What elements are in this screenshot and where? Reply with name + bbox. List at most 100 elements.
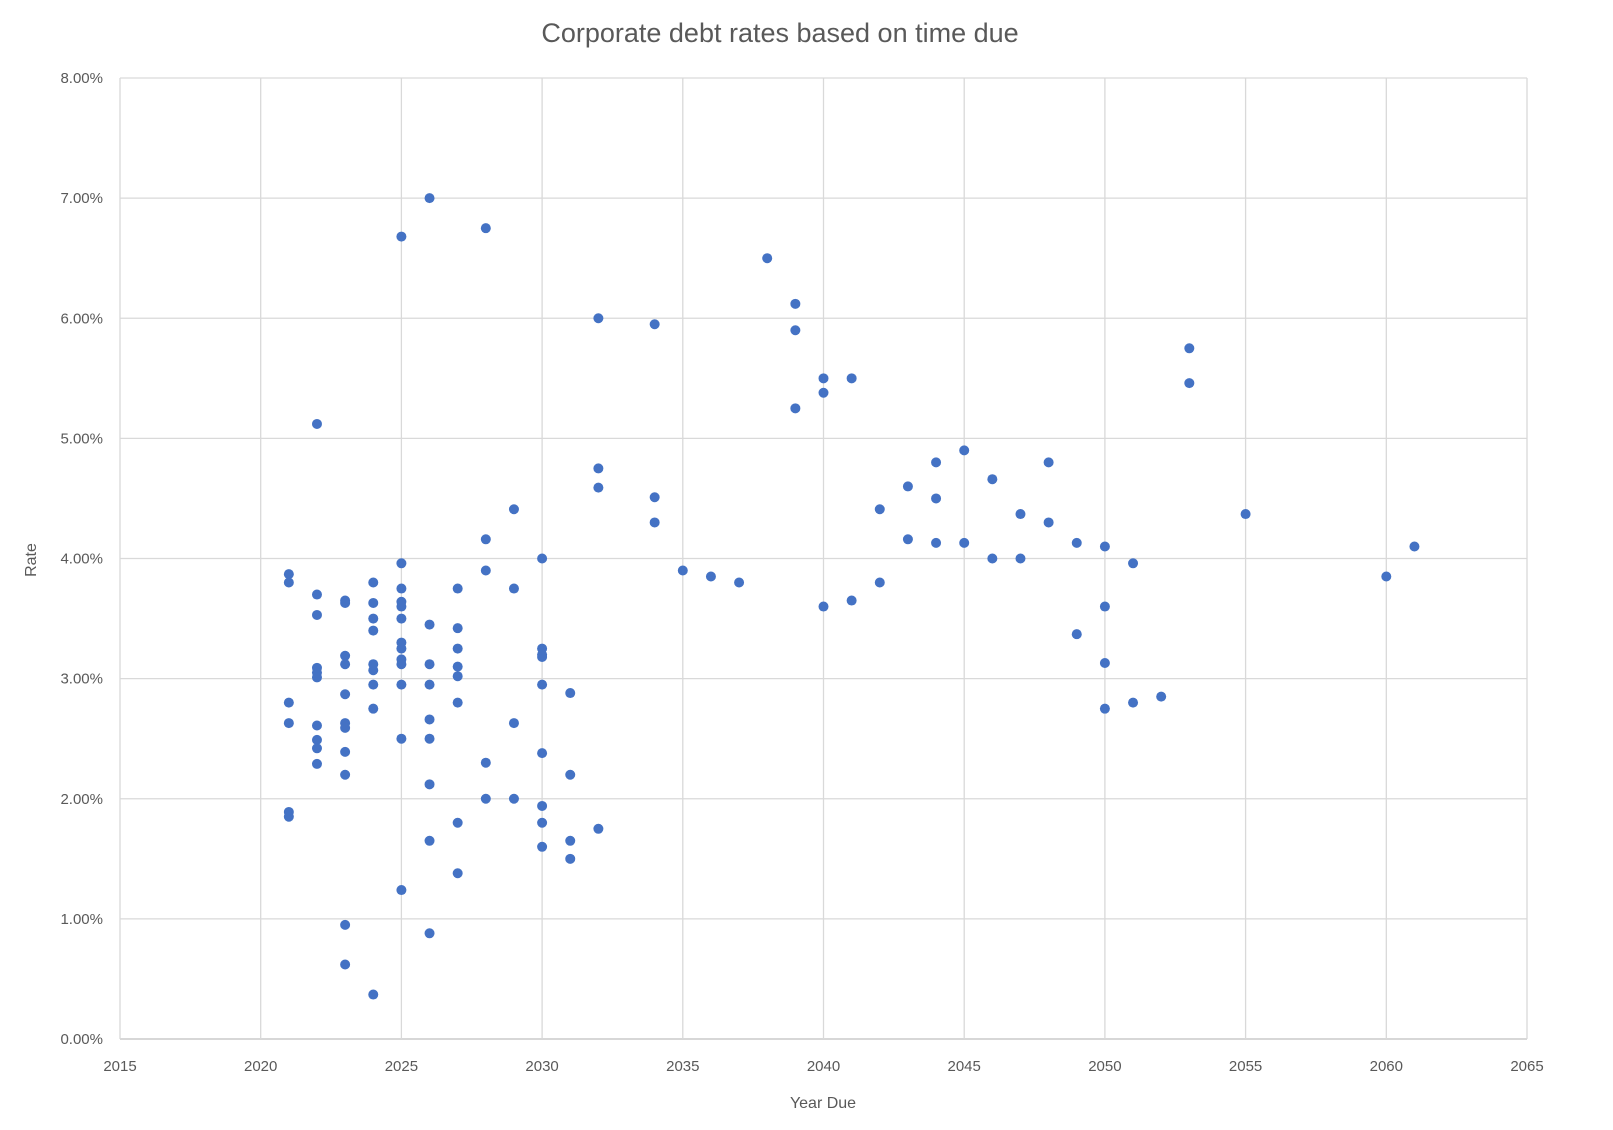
y-tick-label: 4.00% [60,551,103,568]
data-point [1071,629,1082,640]
data-point [396,231,407,242]
data-point [283,569,294,580]
x-tick-label: 2030 [525,1058,558,1075]
data-point [537,652,548,663]
data-point [340,689,351,700]
y-tick-label: 0.00% [60,1031,103,1048]
data-point [340,746,351,757]
data-point [1015,509,1026,520]
data-point [565,688,576,699]
data-point [790,298,801,309]
data-point [846,373,857,384]
data-point [959,537,970,548]
data-point [1128,697,1139,708]
data-point [424,733,435,744]
data-point [452,817,463,828]
data-point [1184,378,1195,389]
data-point [931,537,942,548]
data-point [902,534,913,545]
data-point [677,565,688,576]
data-point [368,665,379,676]
y-tick-label: 5.00% [60,430,103,447]
data-point [368,679,379,690]
data-point [480,757,491,768]
data-point [734,577,745,588]
data-point [396,643,407,654]
data-point [340,919,351,930]
x-tick-label: 2055 [1229,1058,1262,1075]
data-point [424,714,435,725]
data-point [340,597,351,608]
data-point [396,613,407,624]
data-point [283,697,294,708]
data-point [311,720,322,731]
data-point [565,835,576,846]
data-point [537,800,548,811]
x-tick-label: 2065 [1510,1058,1543,1075]
data-point [1043,517,1054,528]
data-point [1099,703,1110,714]
data-point [340,722,351,733]
y-tick-label: 2.00% [60,791,103,808]
data-point [283,577,294,588]
data-point [396,558,407,569]
x-tick-label: 2015 [103,1058,136,1075]
data-point [452,643,463,654]
data-point [537,817,548,828]
data-point [368,597,379,608]
data-point [283,718,294,729]
data-point [424,679,435,690]
data-point [311,609,322,620]
data-point [649,319,660,330]
data-point [649,517,660,528]
data-point [311,743,322,754]
data-point [480,534,491,545]
data-point [931,493,942,504]
data-point [565,853,576,864]
data-point [790,403,801,414]
data-point [1099,601,1110,612]
data-point [931,457,942,468]
data-point [1156,691,1167,702]
data-point [1043,457,1054,468]
y-tick-label: 1.00% [60,911,103,928]
data-point [537,841,548,852]
data-point [1381,571,1392,582]
data-point [1409,541,1420,552]
data-point [368,703,379,714]
y-tick-label: 7.00% [60,190,103,207]
data-point [452,671,463,682]
data-point [311,418,322,429]
data-point [874,504,885,515]
data-point [396,583,407,594]
chart-title: Corporate debt rates based on time due [541,18,1018,48]
data-point [818,373,829,384]
data-point [452,868,463,879]
data-point [1128,558,1139,569]
data-point [593,313,604,324]
data-point [424,619,435,630]
data-point [340,650,351,661]
data-point [705,571,716,582]
y-axis-ticks: 0.00% 1.00% 2.00% 3.00% 4.00% 5.00% 6.00% 7.00%… [60,70,103,1048]
data-point [311,672,322,683]
y-axis-label: Rate [23,543,40,577]
y-tick-label: 6.00% [60,310,103,327]
x-tick-label: 2045 [948,1058,981,1075]
data-point [480,223,491,234]
data-point [846,595,857,606]
data-point [508,718,519,729]
data-point [959,445,970,456]
data-point [340,769,351,780]
data-point [424,193,435,204]
data-point [340,659,351,670]
data-point [368,577,379,588]
data-point [283,811,294,822]
data-point [424,835,435,846]
data-point [593,482,604,493]
data-point [537,553,548,564]
data-points [283,193,1420,1000]
data-point [818,601,829,612]
data-point [396,659,407,670]
data-point [537,748,548,759]
